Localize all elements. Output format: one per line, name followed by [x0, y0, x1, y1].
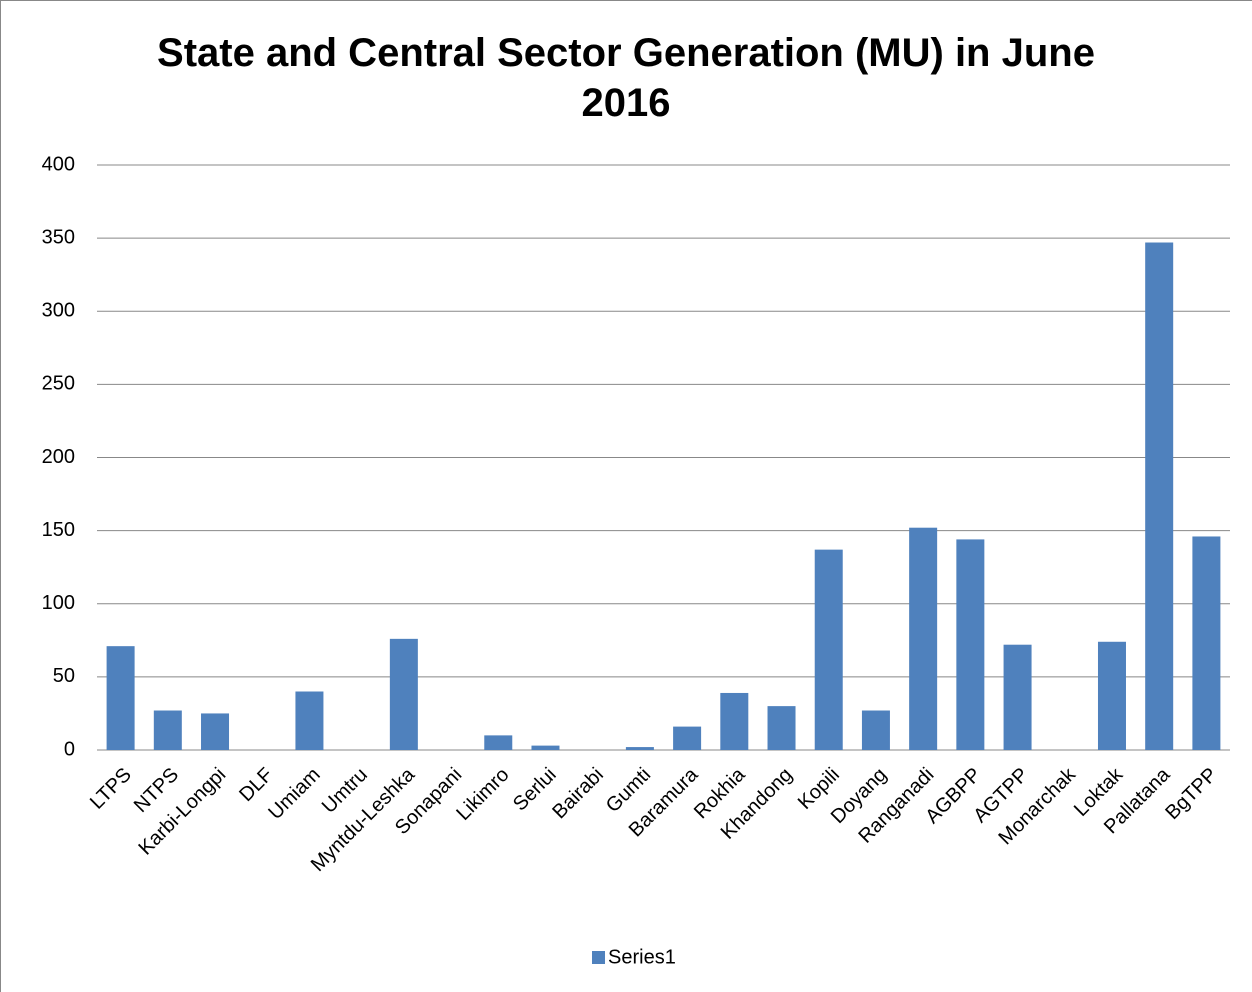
- x-tick-label: Likimro: [452, 764, 513, 825]
- bar: [720, 692, 749, 750]
- y-tick-label: 150: [42, 519, 75, 541]
- legend-label: Series1: [608, 946, 676, 968]
- y-tick-label: 200: [42, 446, 75, 468]
- bar: [201, 713, 230, 750]
- x-tick-label: BgTPP: [1161, 764, 1221, 824]
- bar: [1145, 242, 1174, 750]
- x-tick-label: LTPS: [86, 764, 136, 814]
- legend-swatch: [592, 951, 605, 964]
- bar: [1097, 641, 1126, 750]
- x-tick-label: Umiam: [264, 764, 324, 824]
- x-tick-label: DLF: [235, 764, 277, 806]
- bar: [814, 549, 843, 750]
- y-tick-label: 350: [42, 226, 75, 248]
- bar: [484, 735, 513, 750]
- bar: [625, 747, 654, 750]
- bar: [861, 710, 890, 750]
- bar: [153, 710, 182, 750]
- bar: [106, 646, 135, 750]
- bar: [673, 726, 702, 750]
- chart-title: State and Central Sector Generation (MU)…: [157, 31, 1095, 125]
- y-tick-label: 300: [42, 300, 75, 322]
- bar: [295, 691, 324, 750]
- bar: [389, 638, 418, 750]
- bar: [1192, 536, 1221, 750]
- bar: [1003, 644, 1032, 750]
- y-tick-label: 0: [64, 738, 75, 760]
- bar: [909, 527, 938, 750]
- x-tick-label: Bairabi: [548, 764, 608, 824]
- bar: [956, 539, 985, 750]
- y-tick-label: 250: [42, 373, 75, 395]
- bar: [531, 745, 560, 750]
- y-tick-label: 400: [42, 153, 75, 175]
- y-tick-label: 50: [53, 665, 75, 687]
- y-tick-label: 100: [42, 592, 75, 614]
- bar: [767, 706, 796, 750]
